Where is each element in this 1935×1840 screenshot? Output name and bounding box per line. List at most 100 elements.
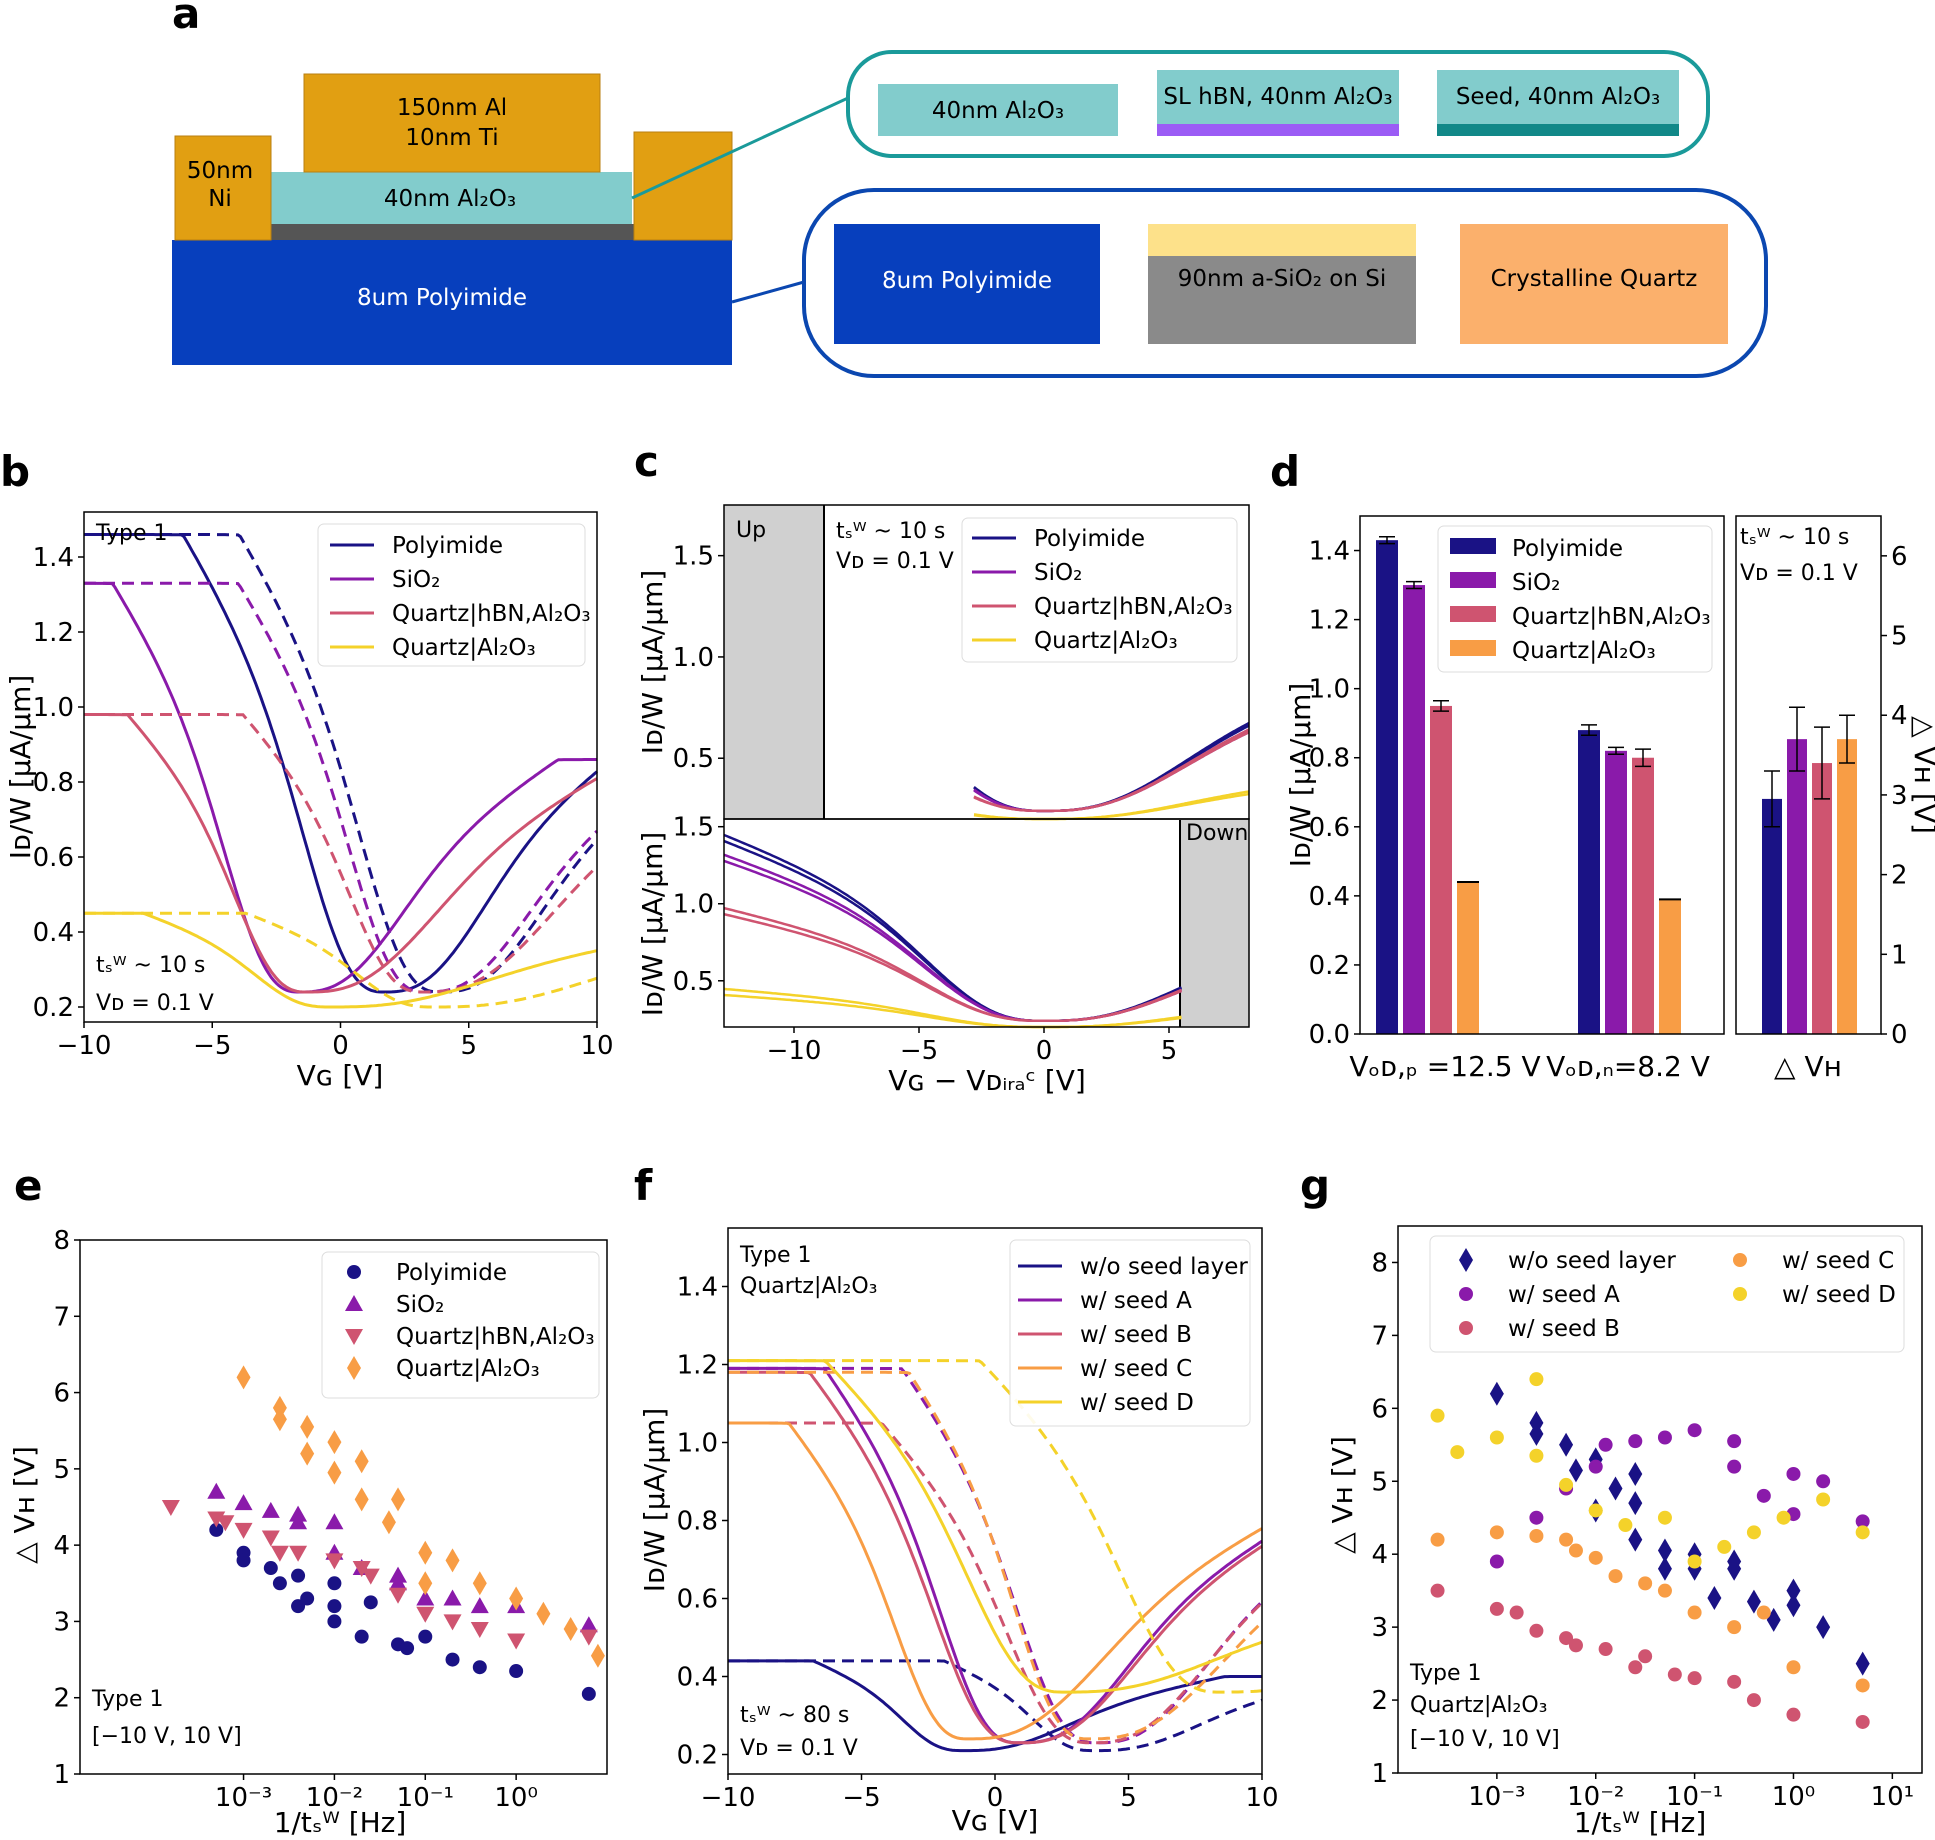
panel-e-pt-3-15 <box>509 1586 524 1611</box>
panel-e-pt-0-3 <box>263 1561 278 1576</box>
panel-g-pt-4-7 <box>1618 1518 1633 1533</box>
panel-g-pt-4-4 <box>1529 1448 1544 1463</box>
panel-f-series-2-down <box>728 1421 1264 1745</box>
panel-g-pt-3-12 <box>1786 1660 1801 1675</box>
up-shaded-region <box>724 505 824 819</box>
panel-g-xtick-label-2: 10⁻¹ <box>1666 1782 1723 1812</box>
gate-ti-label: 10nm Ti <box>405 125 498 151</box>
panel-e-pt-2-15 <box>579 1629 598 1646</box>
gate-block <box>303 73 601 173</box>
legend-marker-2 <box>345 1329 363 1345</box>
panel-e-pt-2-2 <box>216 1515 235 1532</box>
panel-b-series-2-down <box>84 713 599 994</box>
panel-e-pt-3-5 <box>327 1430 342 1455</box>
oxide-label: 40nm Al₂O₃ <box>384 186 516 212</box>
panel-e-ytick-label-5: 6 <box>53 1379 70 1409</box>
panel-e-pt-0-17 <box>472 1660 487 1675</box>
oxide-variants-box <box>846 50 1710 158</box>
panel-d-ytick-label-2: 0.4 <box>1309 882 1350 912</box>
sub-quartz-label: Crystalline Quartz <box>1491 266 1698 292</box>
panel-g-legend <box>1429 1235 1905 1353</box>
panel-d-dvh-ytick-label-6: 6 <box>1891 542 1908 572</box>
panel-e-pt-1-2 <box>261 1501 280 1518</box>
panel-f: f 0.20.40.60.81.01.21.4−10 −5 0 5 10 Vɢ [V] … <box>634 1161 1279 1837</box>
panel-e-pt-3-9 <box>381 1510 396 1535</box>
substrate-callout-line <box>731 280 805 304</box>
panel-g-pt-0-4 <box>1568 1458 1583 1483</box>
panel-b-ytick-label-2: 0.6 <box>33 843 74 873</box>
panel-g-type: Type 1 <box>1409 1661 1482 1686</box>
panel-c-bottom-frame <box>723 818 1250 1028</box>
panel-b-label: b <box>0 447 30 496</box>
panel-b-type: Type 1 <box>95 521 168 546</box>
panel-d-dvh-err-1 <box>1789 706 1805 772</box>
panel-c-down-curve-1-1 <box>723 859 1182 1023</box>
panel-f-vd: Vᴅ = 0.1 V <box>740 1736 858 1761</box>
oxide-callout-line <box>631 96 849 200</box>
panel-g-pt-2-5 <box>1568 1638 1583 1653</box>
panel-g-ytick-label-4: 5 <box>1371 1467 1388 1497</box>
panel-e-pt-2-9 <box>361 1568 380 1585</box>
panel-g-ytick-label-0: 1 <box>1371 1759 1388 1789</box>
panel-f-ytick-label-6: 1.4 <box>677 1273 718 1303</box>
panel-d-bar-3-0 <box>1457 882 1479 1034</box>
legend-right-label-0: w/ seed C <box>1782 1248 1894 1274</box>
panel-f-ylabel: Iᴅ/W [μA/μm] <box>638 1408 671 1593</box>
var-hbn-label: SL hBN, 40nm Al₂O₃ <box>1163 84 1392 110</box>
panel-d-legend-items: Polyimide SiO₂ Quartz|hBN,Al₂O₃ Quartz|Al₂O… <box>1450 536 1711 664</box>
panel-d-label: d <box>1270 447 1300 496</box>
panel-b-xtick-label-4: 10 <box>580 1031 613 1061</box>
panel-g-pt-2-14 <box>1855 1714 1870 1729</box>
panel-g-pt-2-7 <box>1628 1660 1643 1675</box>
panel-b-series-0-down <box>84 533 599 994</box>
legend-label-3: w/ seed C <box>1080 1356 1192 1382</box>
panel-e-ytick-label-1: 2 <box>53 1684 70 1714</box>
sub-polyimide-label: 8um Polyimide <box>882 268 1052 294</box>
panel-d-ytick-label-5: 1.0 <box>1309 675 1350 705</box>
panel-f-series-0-down <box>728 1659 1263 1753</box>
panel-g-pt-3-8 <box>1657 1583 1672 1598</box>
legend-swatch-0 <box>1450 538 1496 554</box>
panel-d-dvh-ylabel: △ Vʜ [V] <box>1908 716 1935 834</box>
legend-label-2: w/ seed B <box>1508 1316 1620 1342</box>
legend-marker-1 <box>345 1295 363 1311</box>
panel-g-ytick-label-3: 4 <box>1371 1540 1388 1570</box>
legend-label-2: w/ seed B <box>1080 1322 1192 1348</box>
panel-e-pt-0-8 <box>327 1576 342 1591</box>
panel-e-pt-2-14 <box>507 1633 526 1650</box>
panel-g-pt-4-0 <box>1430 1408 1445 1423</box>
panel-e-pt-0-11 <box>354 1629 369 1644</box>
panel-d-legend <box>1437 525 1713 673</box>
panel-g-pt-4-9 <box>1687 1554 1702 1569</box>
panel-f-curves <box>728 1359 1264 1753</box>
panel-f-ticks: 0.2 0.4 0.6 0.8 1.0 1.2 1.4 −10 −5 0 5 10 <box>677 1273 1279 1814</box>
panel-d-bar-0-1 <box>1578 730 1600 1034</box>
oxide-block <box>270 172 632 224</box>
sub-sio2-label: 90nm a-SiO₂ on Si <box>1178 266 1387 292</box>
panel-g-pt-0-10 <box>1628 1527 1643 1552</box>
panel-d-err-2-1 <box>1635 748 1651 768</box>
panel-g-pt-2-8 <box>1638 1649 1653 1664</box>
panel-f-ytick-label-5: 1.2 <box>677 1351 718 1381</box>
panel-g-pt-1-1 <box>1529 1510 1544 1525</box>
panel-g-ytick-label-1: 2 <box>1371 1686 1388 1716</box>
panel-c-down-curve-0-0 <box>723 833 1183 1023</box>
panel-e-pt-3-12 <box>418 1571 433 1596</box>
panel-d-cat-dvh: △ Vʜ <box>1774 1050 1842 1083</box>
down-label: Down <box>1186 821 1248 846</box>
panel-d-dvh-err-0 <box>1764 770 1780 828</box>
panel-d-bars <box>1376 535 1857 1034</box>
panel-b-ytick-label-5: 1.2 <box>33 618 74 648</box>
panel-f-ytick-label-1: 0.4 <box>677 1663 718 1693</box>
panel-e-xtick-label-2: 10⁻¹ <box>397 1783 454 1813</box>
panel-c-up-curve-3-0 <box>973 790 1250 821</box>
panel-e-pt-2-7 <box>325 1553 344 1570</box>
seed-layer <box>1437 124 1679 136</box>
legend-label-1: SiO₂ <box>1512 570 1560 596</box>
panel-g-legend-items: w/o seed layer w/ seed A w/ seed B w/ seed … <box>1459 1248 1896 1342</box>
panel-d-dvh-ytick-label-4: 4 <box>1891 701 1908 731</box>
contact-left <box>174 135 272 241</box>
legend-label-0: Polyimide <box>396 1260 507 1286</box>
panel-c-curves <box>723 721 1250 1029</box>
